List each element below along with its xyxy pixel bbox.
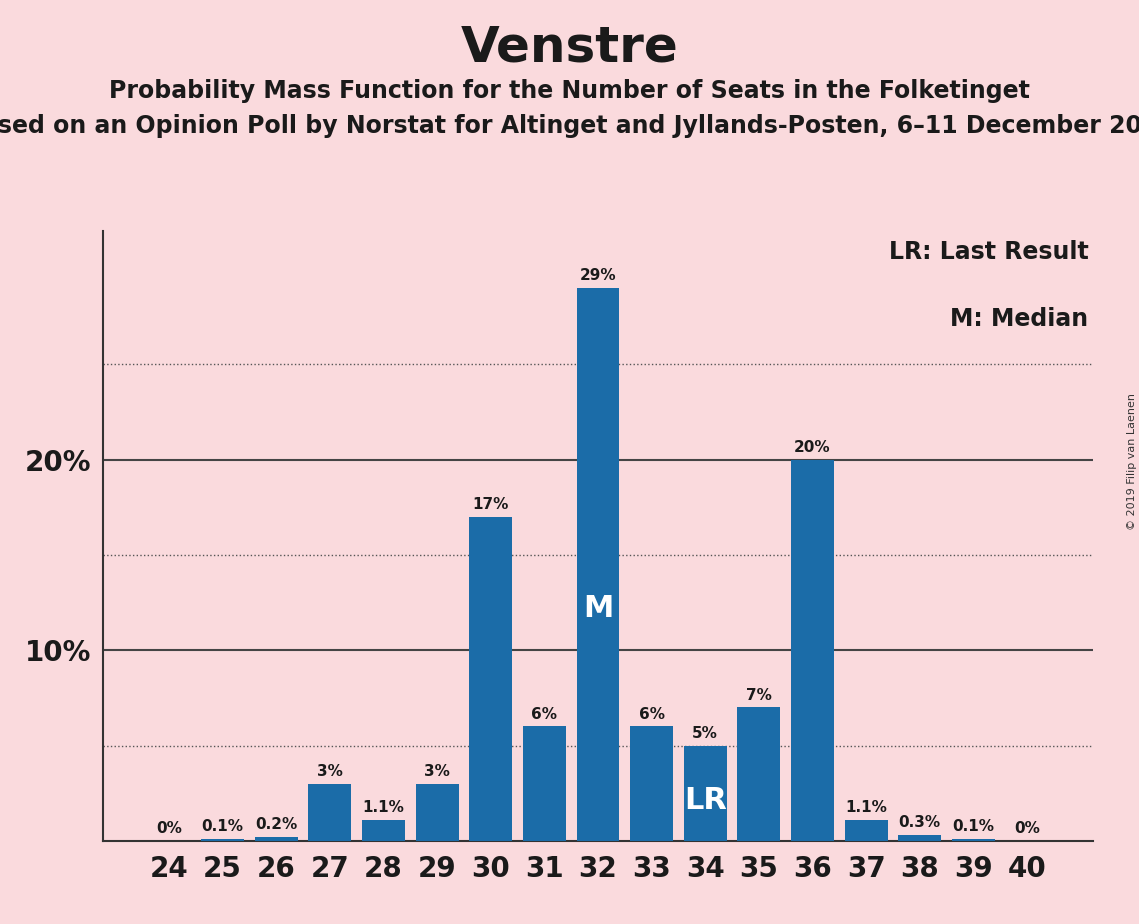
Bar: [416, 784, 459, 841]
Text: © 2019 Filip van Laenen: © 2019 Filip van Laenen: [1126, 394, 1137, 530]
Text: 0%: 0%: [1014, 821, 1040, 836]
Text: Based on an Opinion Poll by Norstat for Altinget and Jyllands-Posten, 6–11 Decem: Based on an Opinion Poll by Norstat for …: [0, 114, 1139, 138]
Bar: [845, 820, 887, 841]
Text: 0%: 0%: [156, 821, 182, 836]
Text: 0.1%: 0.1%: [202, 820, 244, 834]
Text: 5%: 5%: [693, 725, 719, 741]
Text: 17%: 17%: [473, 497, 509, 512]
Bar: [523, 726, 566, 841]
Text: 6%: 6%: [639, 707, 664, 722]
Bar: [683, 746, 727, 841]
Text: 1.1%: 1.1%: [362, 800, 404, 815]
Bar: [576, 288, 620, 841]
Bar: [952, 839, 994, 841]
Text: 3%: 3%: [424, 764, 450, 779]
Text: 29%: 29%: [580, 268, 616, 284]
Bar: [469, 517, 513, 841]
Text: 0.2%: 0.2%: [255, 817, 297, 833]
Bar: [630, 726, 673, 841]
Bar: [255, 837, 297, 841]
Text: 0.1%: 0.1%: [952, 820, 994, 834]
Bar: [309, 784, 351, 841]
Text: M: Median: M: Median: [950, 307, 1089, 331]
Bar: [737, 708, 780, 841]
Text: LR: LR: [683, 786, 727, 815]
Bar: [790, 459, 834, 841]
Bar: [899, 835, 941, 841]
Bar: [362, 820, 405, 841]
Bar: [202, 839, 244, 841]
Text: 6%: 6%: [532, 707, 557, 722]
Text: 0.3%: 0.3%: [899, 815, 941, 831]
Text: 3%: 3%: [317, 764, 343, 779]
Text: LR: Last Result: LR: Last Result: [888, 240, 1089, 264]
Text: Probability Mass Function for the Number of Seats in the Folketinget: Probability Mass Function for the Number…: [109, 79, 1030, 103]
Text: Venstre: Venstre: [460, 23, 679, 71]
Text: 1.1%: 1.1%: [845, 800, 887, 815]
Text: 7%: 7%: [746, 687, 772, 702]
Text: 20%: 20%: [794, 440, 830, 455]
Text: M: M: [583, 594, 613, 623]
